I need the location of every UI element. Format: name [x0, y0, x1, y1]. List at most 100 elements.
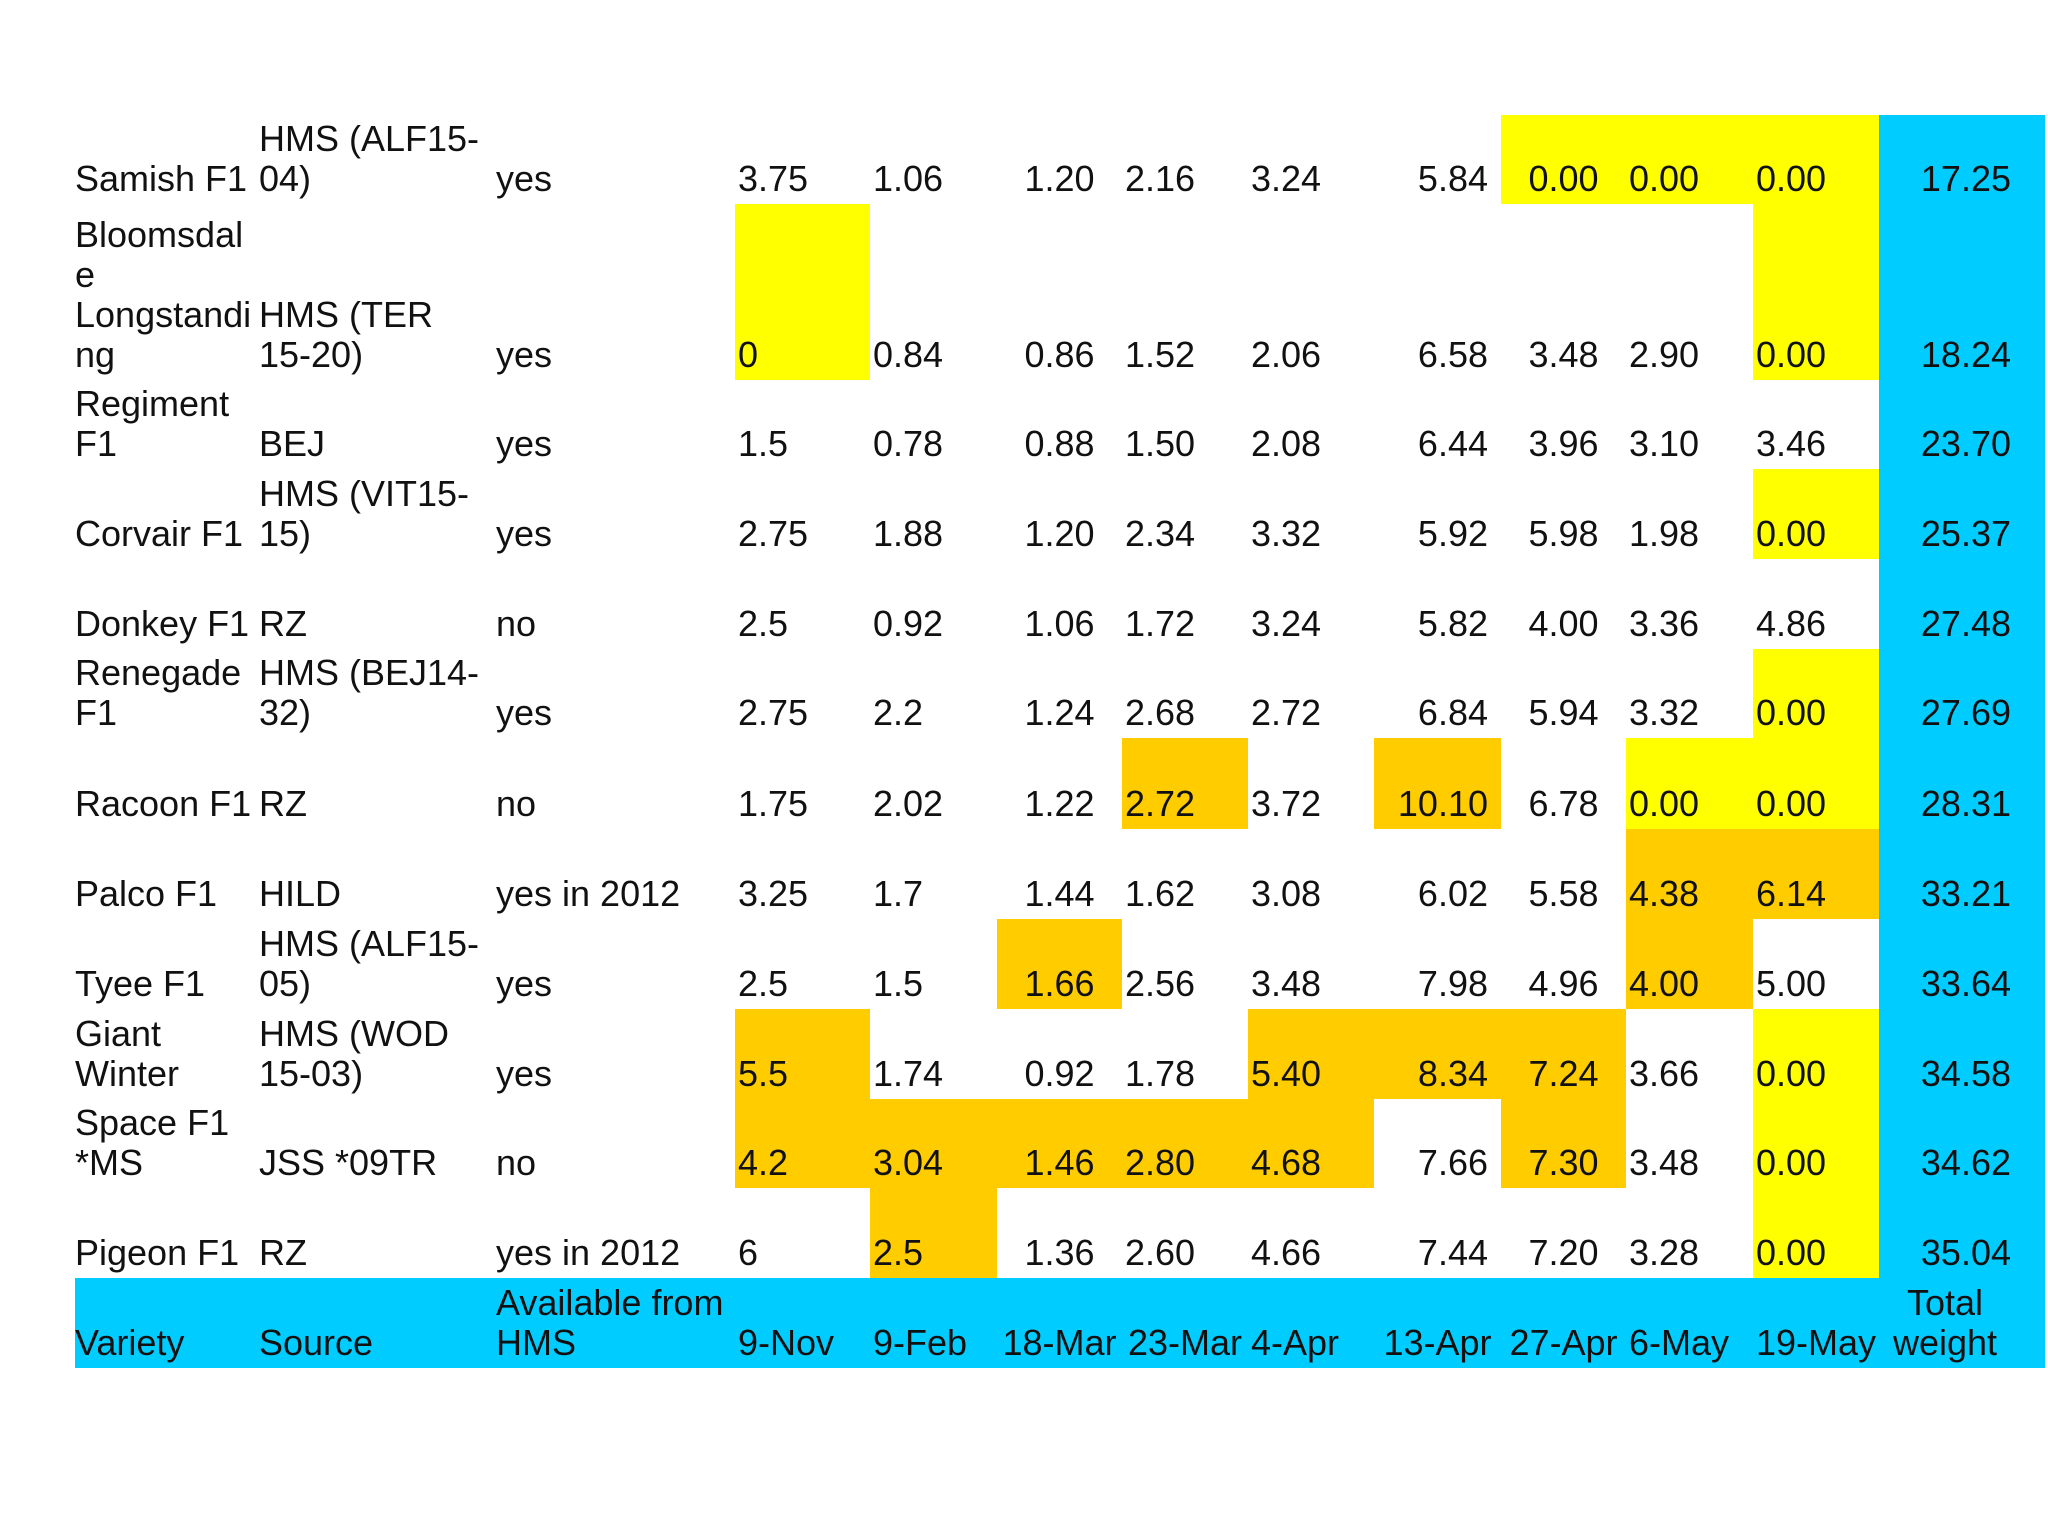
value-cell: 2.72 — [1248, 649, 1374, 738]
total-cell: 18.24 — [1879, 204, 2045, 380]
weight-value: 3.48 — [1528, 334, 1599, 375]
header-label: 23-Mar — [1127, 1322, 1243, 1363]
value-cell: 1.06 — [997, 559, 1122, 649]
weight-value: 4.86 — [1756, 603, 1827, 644]
weight-value: 0.00 — [1756, 692, 1827, 733]
header-date: 9-Nov — [735, 1278, 870, 1368]
weight-value: 8.34 — [1417, 1053, 1488, 1094]
variety-cell: Space F1 *MS — [75, 1099, 255, 1188]
available-value: yes — [496, 1053, 553, 1094]
header-label: Source — [259, 1322, 374, 1363]
source-name: HMS (TER — [259, 294, 433, 335]
weight-value: 1.52 — [1125, 334, 1196, 375]
available-value: yes — [496, 963, 553, 1004]
value-cell: 1.78 — [1122, 1009, 1248, 1099]
available-cell: yes — [492, 649, 735, 738]
value-cell: 2.5 — [735, 559, 870, 649]
header-date: 19-May — [1753, 1278, 1879, 1368]
weight-value: 1.22 — [1024, 783, 1095, 824]
weight-value: 1.46 — [1024, 1142, 1095, 1183]
source-cell: HMS (TER 15-20) — [255, 204, 492, 380]
value-cell: 3.48 — [1248, 919, 1374, 1009]
value-cell: 0.00 — [1753, 1009, 1879, 1099]
header-label: 13-Apr — [1383, 1322, 1492, 1363]
weight-value: 1.62 — [1125, 873, 1196, 914]
value-cell: 4.00 — [1501, 559, 1626, 649]
available-value: yes — [496, 334, 553, 375]
header-date: 18-Mar — [997, 1278, 1122, 1368]
variety-cell: Bloomsdal e Longstandi ng — [75, 204, 255, 380]
value-cell: 6.78 — [1501, 738, 1626, 829]
total-cell: 17.25 — [1879, 115, 2045, 204]
value-cell: 2.08 — [1248, 380, 1374, 469]
value-cell: 2.80 — [1122, 1099, 1248, 1188]
total-weight: 33.21 — [1920, 873, 2011, 914]
weight-value: 6.02 — [1417, 873, 1488, 914]
total-weight: 34.62 — [1920, 1142, 2011, 1183]
value-cell: 7.24 — [1501, 1009, 1626, 1099]
value-cell: 7.98 — [1374, 919, 1501, 1009]
value-cell: 1.24 — [997, 649, 1122, 738]
weight-value: 7.20 — [1528, 1232, 1599, 1273]
weight-value: 0.78 — [873, 423, 944, 464]
header-label: 6-May — [1629, 1322, 1730, 1363]
total-cell: 34.62 — [1879, 1099, 2045, 1188]
source-name: 04) — [259, 158, 312, 199]
total-cell: 27.48 — [1879, 559, 2045, 649]
weight-value: 7.98 — [1417, 963, 1488, 1004]
weight-value: 7.44 — [1417, 1232, 1488, 1273]
available-cell: yes — [492, 1009, 735, 1099]
available-value: no — [496, 603, 537, 644]
source-name: HILD — [259, 873, 342, 914]
total-weight: 27.48 — [1920, 603, 2011, 644]
total-cell: 28.31 — [1879, 738, 2045, 829]
source-cell: RZ — [255, 559, 492, 649]
available-cell: no — [492, 559, 735, 649]
value-cell: 1.52 — [1122, 204, 1248, 380]
total-weight: 25.37 — [1920, 513, 2011, 554]
weight-value: 5.5 — [738, 1053, 789, 1094]
value-cell: 3.72 — [1248, 738, 1374, 829]
value-cell: 2.06 — [1248, 204, 1374, 380]
weight-value: 2.75 — [738, 513, 809, 554]
weight-value: 2.80 — [1125, 1142, 1196, 1183]
weight-value: 0.00 — [1629, 158, 1700, 199]
value-cell: 3.96 — [1501, 380, 1626, 469]
available-value: no — [496, 1142, 537, 1183]
weight-value: 0 — [738, 334, 759, 375]
value-cell: 3.66 — [1626, 1009, 1753, 1099]
source-cell: HMS (BEJ14- 32) — [255, 649, 492, 738]
variety-name: Racoon F1 — [75, 783, 252, 824]
source-name: RZ — [259, 1232, 307, 1273]
weight-value: 5.92 — [1417, 513, 1488, 554]
value-cell: 7.66 — [1374, 1099, 1501, 1188]
value-cell: 5.58 — [1501, 829, 1626, 919]
weight-value: 6.14 — [1756, 873, 1827, 914]
value-cell: 6.44 — [1374, 380, 1501, 469]
source-name: 32) — [259, 692, 312, 733]
weight-value: 3.46 — [1756, 423, 1827, 464]
weight-value: 4.66 — [1251, 1232, 1322, 1273]
weight-value: 1.75 — [738, 783, 809, 824]
weight-value: 2.72 — [1125, 783, 1196, 824]
weight-value: 1.20 — [1024, 158, 1095, 199]
value-cell: 2.72 — [1122, 738, 1248, 829]
weight-value: 3.25 — [738, 873, 809, 914]
value-cell: 1.20 — [997, 469, 1122, 559]
weight-value: 1.72 — [1125, 603, 1196, 644]
value-cell: 1.62 — [1122, 829, 1248, 919]
weight-value: 0.00 — [1528, 158, 1599, 199]
value-cell: 3.24 — [1248, 115, 1374, 204]
weight-value: 10.10 — [1397, 783, 1488, 824]
weight-value: 4.96 — [1528, 963, 1599, 1004]
weight-value: 5.00 — [1756, 963, 1827, 1004]
source-cell: HILD — [255, 829, 492, 919]
weight-value: 0.00 — [1756, 1142, 1827, 1183]
total-weight: 28.31 — [1920, 783, 2011, 824]
weight-value: 2.72 — [1251, 692, 1322, 733]
total-weight: 23.70 — [1920, 423, 2011, 464]
weight-value: 2.5 — [738, 963, 789, 1004]
weight-value: 1.20 — [1024, 513, 1095, 554]
value-cell: 7.44 — [1374, 1188, 1501, 1278]
